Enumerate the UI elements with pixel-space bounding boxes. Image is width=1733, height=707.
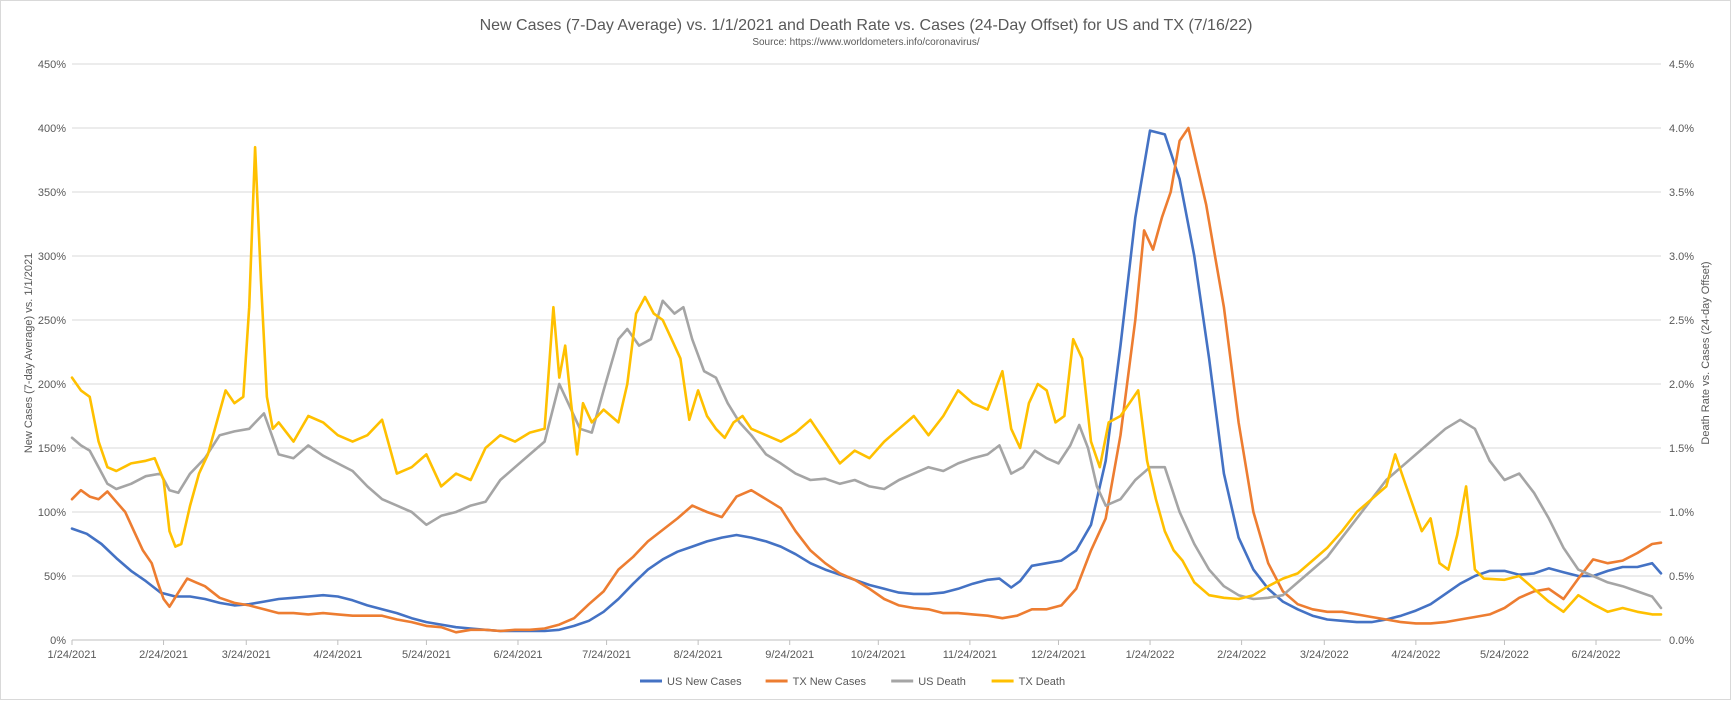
y-left-tick-label: 350% [38,187,66,199]
x-tick-label: 12/24/2021 [1031,649,1086,661]
y-axis-left-label: New Cases (7-day Average) vs. 1/1/2021 [23,253,35,453]
legend: US New Cases TX New Cases US Death TX Death [640,676,1065,688]
legend-entry: US Death [918,676,966,688]
y-right-tick-label: 2.0% [1669,379,1694,391]
y-right-tick-label: 4.0% [1669,123,1694,135]
y-right-tick-label: 0.0% [1669,635,1694,647]
chart-subtitle: Source: https://www.worldometers.info/co… [752,37,980,48]
x-tick-label: 7/24/2021 [582,649,631,661]
y-axis-right: 0.0% 0.5% 1.0% 1.5% 2.0% 2.5% 3.0% 3.5% 4.0% 4.5% [1669,59,1694,647]
y-left-tick-label: 300% [38,251,66,263]
y-left-tick-label: 200% [38,379,66,391]
y-right-tick-label: 1.5% [1669,443,1694,455]
legend-entry: TX New Cases [793,676,867,688]
x-axis: 1/24/2021 2/24/2021 3/24/2021 4/24/2021 5/24… [48,640,1621,661]
x-tick-label: 3/24/2022 [1300,649,1349,661]
y-left-tick-label: 150% [38,443,66,455]
series-line-tx-death [70,145,1663,616]
y-left-tick-label: 0% [50,635,66,647]
x-tick-label: 2/24/2022 [1217,649,1266,661]
x-tick-label: 10/24/2021 [851,649,906,661]
y-left-tick-label: 50% [44,571,66,583]
y-right-tick-label: 3.5% [1669,187,1694,199]
y-left-tick-label: 100% [38,507,66,519]
x-tick-label: 4/24/2021 [313,649,362,661]
series-line-tx-new-cases [70,126,1663,634]
y-axis-right-label: Death Rate vs. Cases (24-day Offset) [1700,261,1712,444]
chart-title: New Cases (7-Day Average) vs. 1/1/2021 a… [480,17,1253,34]
legend-entry: US New Cases [667,676,742,688]
y-right-tick-label: 1.0% [1669,507,1694,519]
gridlines [72,63,1661,641]
series-line-us-new-cases [70,129,1663,633]
series-layer [70,126,1663,634]
x-tick-label: 2/24/2021 [139,649,188,661]
x-tick-label: 9/24/2021 [765,649,814,661]
y-left-tick-label: 450% [38,59,66,71]
x-tick-label: 4/24/2022 [1391,649,1440,661]
y-right-tick-label: 3.0% [1669,251,1694,263]
legend-entry: TX Death [1019,676,1065,688]
x-tick-label: 1/24/2022 [1126,649,1175,661]
y-right-tick-label: 0.5% [1669,571,1694,583]
y-axis-left: 0% 50% 100% 150% 200% 250% 300% 350% 400% 450% [38,59,66,647]
x-tick-label: 3/24/2021 [222,649,271,661]
y-right-tick-label: 2.5% [1669,315,1694,327]
x-tick-label: 8/24/2021 [674,649,723,661]
x-tick-label: 11/24/2021 [943,649,997,661]
x-tick-label: 1/24/2021 [48,649,97,661]
x-tick-label: 6/24/2022 [1572,649,1621,661]
series-line-us-death [70,299,1663,610]
x-tick-label: 6/24/2021 [494,649,543,661]
y-left-tick-label: 250% [38,315,66,327]
y-right-tick-label: 4.5% [1669,59,1694,71]
x-tick-label: 5/24/2021 [402,649,451,661]
y-left-tick-label: 400% [38,123,66,135]
x-tick-label: 5/24/2022 [1480,649,1529,661]
